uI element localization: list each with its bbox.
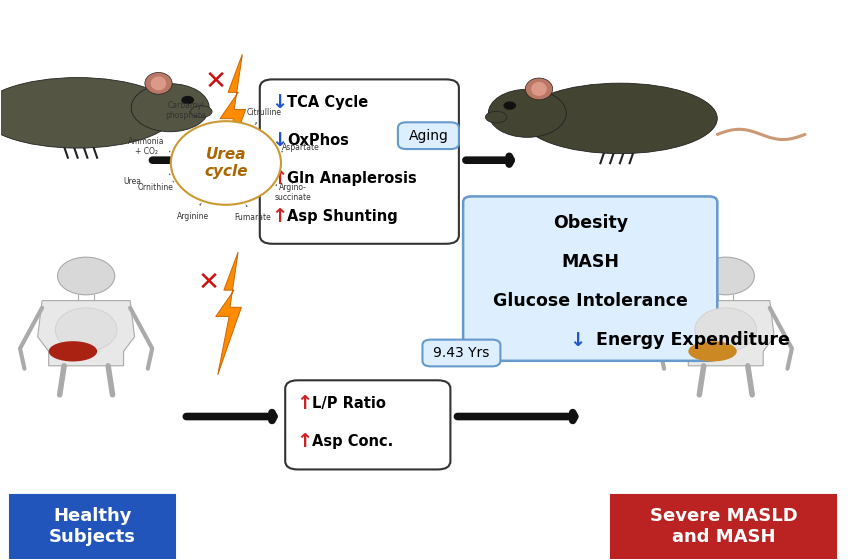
Text: Asp Conc.: Asp Conc. bbox=[312, 434, 394, 449]
Text: ↓: ↓ bbox=[570, 331, 586, 349]
FancyBboxPatch shape bbox=[463, 197, 717, 361]
Text: Gln Anaplerosis: Gln Anaplerosis bbox=[287, 171, 416, 186]
Polygon shape bbox=[37, 301, 134, 366]
Ellipse shape bbox=[144, 72, 173, 94]
Text: Glucose Intolerance: Glucose Intolerance bbox=[493, 292, 688, 310]
Text: Arginine: Arginine bbox=[178, 212, 209, 221]
Text: 9.43 Yrs: 9.43 Yrs bbox=[434, 346, 490, 360]
Text: Obesity: Obesity bbox=[552, 214, 628, 232]
Text: Healthy
Subjects: Healthy Subjects bbox=[49, 507, 136, 546]
FancyBboxPatch shape bbox=[10, 494, 175, 559]
FancyBboxPatch shape bbox=[260, 80, 459, 244]
Ellipse shape bbox=[531, 82, 547, 96]
FancyBboxPatch shape bbox=[611, 494, 836, 559]
Ellipse shape bbox=[688, 341, 737, 361]
Ellipse shape bbox=[55, 308, 117, 351]
Ellipse shape bbox=[0, 78, 175, 148]
Ellipse shape bbox=[525, 78, 552, 100]
Text: L/P Ratio: L/P Ratio bbox=[312, 396, 386, 411]
FancyBboxPatch shape bbox=[286, 380, 450, 469]
Ellipse shape bbox=[489, 89, 566, 137]
FancyBboxPatch shape bbox=[422, 339, 501, 366]
Text: Carbamyl
phosphate: Carbamyl phosphate bbox=[166, 101, 207, 120]
Circle shape bbox=[503, 101, 516, 110]
Text: Urea: Urea bbox=[124, 178, 142, 186]
Text: Argino-
succinate: Argino- succinate bbox=[275, 183, 311, 202]
Text: TCA Cycle: TCA Cycle bbox=[287, 95, 368, 110]
Text: ↓: ↓ bbox=[271, 94, 287, 113]
Text: ↑: ↑ bbox=[296, 394, 313, 413]
Ellipse shape bbox=[190, 106, 212, 117]
Text: Severe MASLD
and MASH: Severe MASLD and MASH bbox=[649, 507, 797, 546]
Text: Ammonia
+ CO₂: Ammonia + CO₂ bbox=[128, 137, 164, 156]
Polygon shape bbox=[220, 54, 246, 177]
Ellipse shape bbox=[695, 308, 756, 351]
Circle shape bbox=[181, 96, 194, 104]
Polygon shape bbox=[216, 252, 241, 375]
Text: ✕: ✕ bbox=[198, 270, 220, 296]
Ellipse shape bbox=[485, 111, 507, 123]
Text: ↑: ↑ bbox=[296, 432, 313, 451]
Ellipse shape bbox=[523, 83, 717, 153]
Text: OxPhos: OxPhos bbox=[287, 133, 348, 148]
Text: Energy Expenditure: Energy Expenditure bbox=[590, 331, 790, 349]
Ellipse shape bbox=[131, 83, 209, 132]
Polygon shape bbox=[677, 301, 774, 366]
Text: ✕: ✕ bbox=[205, 69, 227, 95]
Text: Asp Shunting: Asp Shunting bbox=[287, 209, 398, 224]
Text: Citrulline: Citrulline bbox=[247, 108, 282, 117]
FancyBboxPatch shape bbox=[398, 122, 459, 149]
Text: ↑: ↑ bbox=[271, 207, 287, 226]
Circle shape bbox=[58, 257, 115, 295]
Text: ↑: ↑ bbox=[271, 169, 287, 188]
Ellipse shape bbox=[48, 341, 97, 361]
Ellipse shape bbox=[171, 121, 281, 205]
Text: Ornithine: Ornithine bbox=[138, 183, 174, 192]
Text: Aspartate: Aspartate bbox=[281, 143, 320, 152]
Text: MASH: MASH bbox=[561, 253, 619, 271]
Text: ↓: ↓ bbox=[271, 131, 287, 150]
Circle shape bbox=[697, 257, 755, 295]
Text: Fumarate: Fumarate bbox=[234, 213, 270, 222]
Ellipse shape bbox=[150, 76, 167, 90]
Text: Urea
cycle: Urea cycle bbox=[204, 147, 247, 179]
Text: Aging: Aging bbox=[409, 129, 448, 143]
